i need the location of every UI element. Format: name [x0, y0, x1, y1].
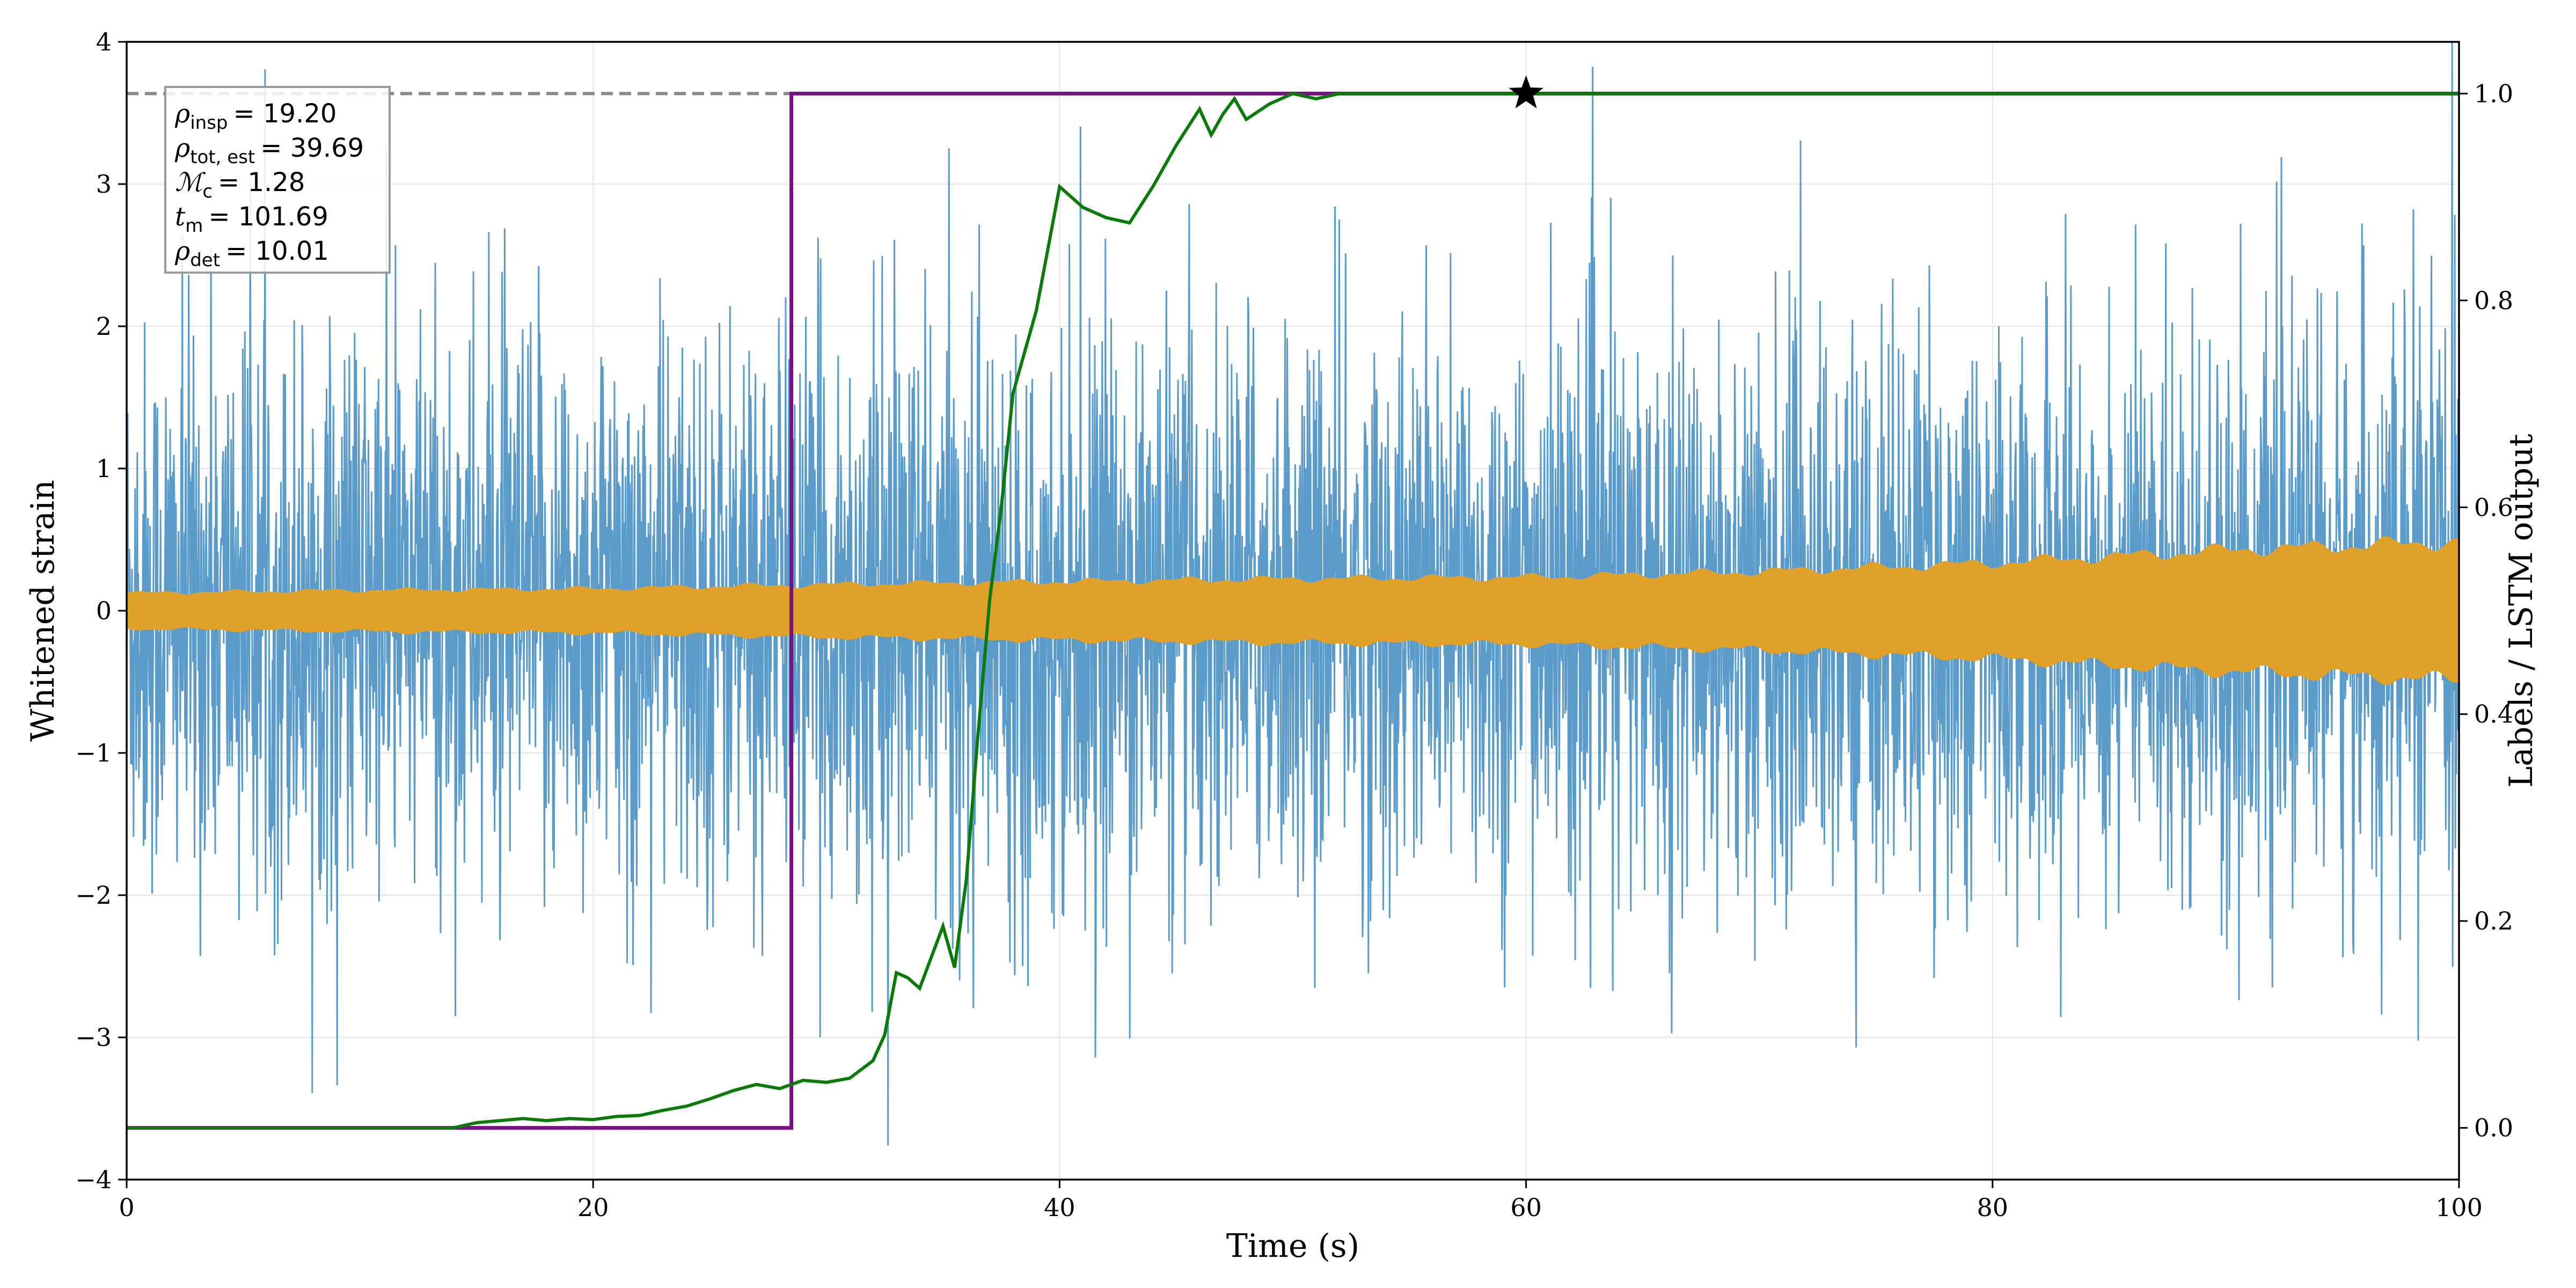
annotation-line: ρinsp = 19.20 [174, 99, 336, 134]
x-axis-label: Time (s) [1226, 1227, 1359, 1265]
annotation-symbol: ℳ [175, 167, 206, 197]
y-right-tick-label: 0.6 [2474, 493, 2513, 522]
annotation-value: = 10.01 [225, 236, 329, 266]
y-right-tick-label: 0.4 [2474, 700, 2513, 729]
annotation-symbol: ρ [174, 236, 190, 266]
annotation-subscript: m [185, 215, 203, 237]
x-tick-label: 0 [119, 1193, 134, 1222]
y-right-tick-label: 0.2 [2474, 906, 2513, 935]
x-axis-ticks: 0 20 40 60 80 100 [119, 1180, 2483, 1222]
y-left-tick-label: 0 [96, 596, 112, 625]
annotation-subscript: insp [190, 112, 228, 134]
x-tick-label: 100 [2435, 1193, 2483, 1222]
y-right-tick-label: 1.0 [2474, 79, 2513, 108]
y-left-tick-label: 2 [96, 312, 112, 341]
y-left-axis-label: Whitened strain [24, 480, 62, 742]
annotation-symbol: t [175, 202, 186, 232]
x-tick-label: 60 [1510, 1193, 1542, 1222]
annotation-subscript: tot, est [190, 147, 255, 168]
x-tick-label: 20 [577, 1193, 609, 1222]
y-left-tick-label: 4 [96, 27, 112, 56]
annotation-subscript: det [190, 250, 220, 271]
annotation-line: tm = 101.69 [175, 202, 328, 237]
annotation-value: = 101.69 [208, 202, 328, 232]
annotation-value: = 39.69 [260, 133, 364, 163]
y-left-tick-label: 3 [96, 170, 112, 199]
annotation-symbol: ρ [174, 133, 190, 163]
plot-area [127, 42, 2459, 1146]
annotation-value: = 19.20 [233, 99, 337, 129]
annotation-line: ρtot, est = 39.69 [174, 133, 364, 168]
annotation-symbol: ρ [174, 99, 190, 129]
y-left-tick-label: −1 [75, 738, 112, 767]
x-tick-label: 40 [1044, 1193, 1075, 1222]
lstm-output-series [127, 92, 2459, 1130]
annotation-value: = 1.28 [218, 167, 305, 197]
y-right-tick-label: 0.0 [2474, 1114, 2513, 1143]
y-left-tick-label: −3 [75, 1023, 112, 1052]
annotation-line: ρdet = 10.01 [174, 236, 329, 271]
signal-series [127, 536, 2459, 685]
star-marker-icon [1509, 75, 1543, 108]
annotation-subscript: c [202, 181, 213, 202]
y-left-tick-label: −4 [75, 1165, 112, 1194]
y-left-axis-ticks: −4 −3 −2 −1 0 1 2 3 4 [75, 27, 127, 1194]
y-left-tick-label: −2 [75, 881, 112, 910]
y-left-tick-label: 1 [96, 454, 112, 483]
x-tick-label: 80 [1977, 1193, 2009, 1222]
y-right-axis-ticks: 0.0 0.2 0.4 0.6 0.8 1.0 [2459, 79, 2513, 1143]
y-right-tick-label: 0.8 [2474, 286, 2513, 315]
annotation-line: ℳc = 1.28 [175, 167, 305, 202]
y-right-axis-label: Labels / LSTM output [2502, 434, 2540, 787]
